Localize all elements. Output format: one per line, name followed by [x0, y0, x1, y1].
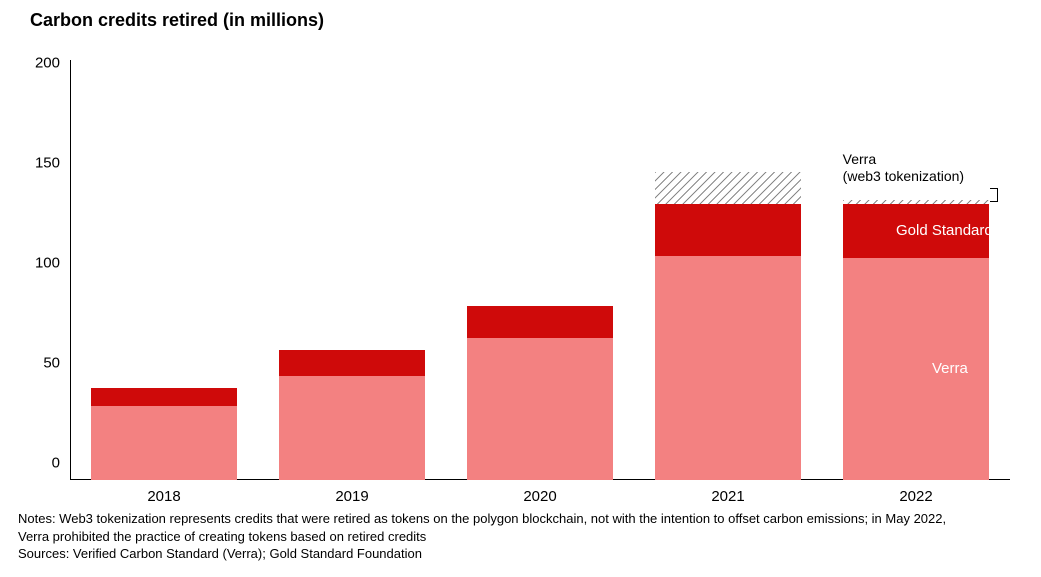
- chart-title: Carbon credits retired (in millions): [30, 10, 324, 31]
- bar-group: [279, 60, 426, 480]
- y-tick-label: 200: [35, 55, 70, 72]
- y-tick-label: 50: [43, 355, 70, 372]
- annotation-line: Verra: [843, 151, 876, 167]
- y-tick-label: 0: [52, 455, 70, 472]
- y-tick-label: 150: [35, 155, 70, 172]
- bar-segment: [279, 350, 426, 376]
- series-label-verra: Verra: [932, 360, 968, 377]
- bar-segment: [655, 204, 802, 256]
- series-label-gold-standard: Gold Standard: [896, 222, 993, 239]
- footnote-line: Sources: Verified Carbon Standard (Verra…: [18, 545, 1023, 563]
- bar-group: [91, 60, 238, 480]
- plot: 05010015020020182019202020212022VerraGol…: [70, 60, 1010, 480]
- annotation-web3: Verra(web3 tokenization): [843, 151, 964, 185]
- y-axis: [70, 60, 71, 480]
- x-tick-label: 2019: [335, 480, 368, 505]
- chart-area: 05010015020020182019202020212022VerraGol…: [70, 60, 1010, 480]
- annotation-bracket: [990, 188, 998, 202]
- bar-segment: [467, 306, 614, 338]
- annotation-line: (web3 tokenization): [843, 168, 964, 184]
- bar-segment: [655, 256, 802, 480]
- x-tick-label: 2018: [147, 480, 180, 505]
- bar-group: [467, 60, 614, 480]
- bar-segment: [655, 172, 802, 204]
- bar-group: [655, 60, 802, 480]
- bar-segment: [843, 200, 990, 204]
- footnote-line: Verra prohibited the practice of creatin…: [18, 528, 1023, 546]
- bar-segment: [467, 338, 614, 480]
- y-tick-label: 100: [35, 255, 70, 272]
- x-tick-label: 2020: [523, 480, 556, 505]
- x-tick-label: 2022: [899, 480, 932, 505]
- bar-segment: [91, 406, 238, 480]
- bar-segment: [91, 388, 238, 406]
- bar-group: [843, 60, 990, 480]
- footnote: Notes: Web3 tokenization represents cred…: [18, 510, 1023, 563]
- x-tick-label: 2021: [711, 480, 744, 505]
- bar-segment: [279, 376, 426, 480]
- footnote-line: Notes: Web3 tokenization represents cred…: [18, 510, 1023, 528]
